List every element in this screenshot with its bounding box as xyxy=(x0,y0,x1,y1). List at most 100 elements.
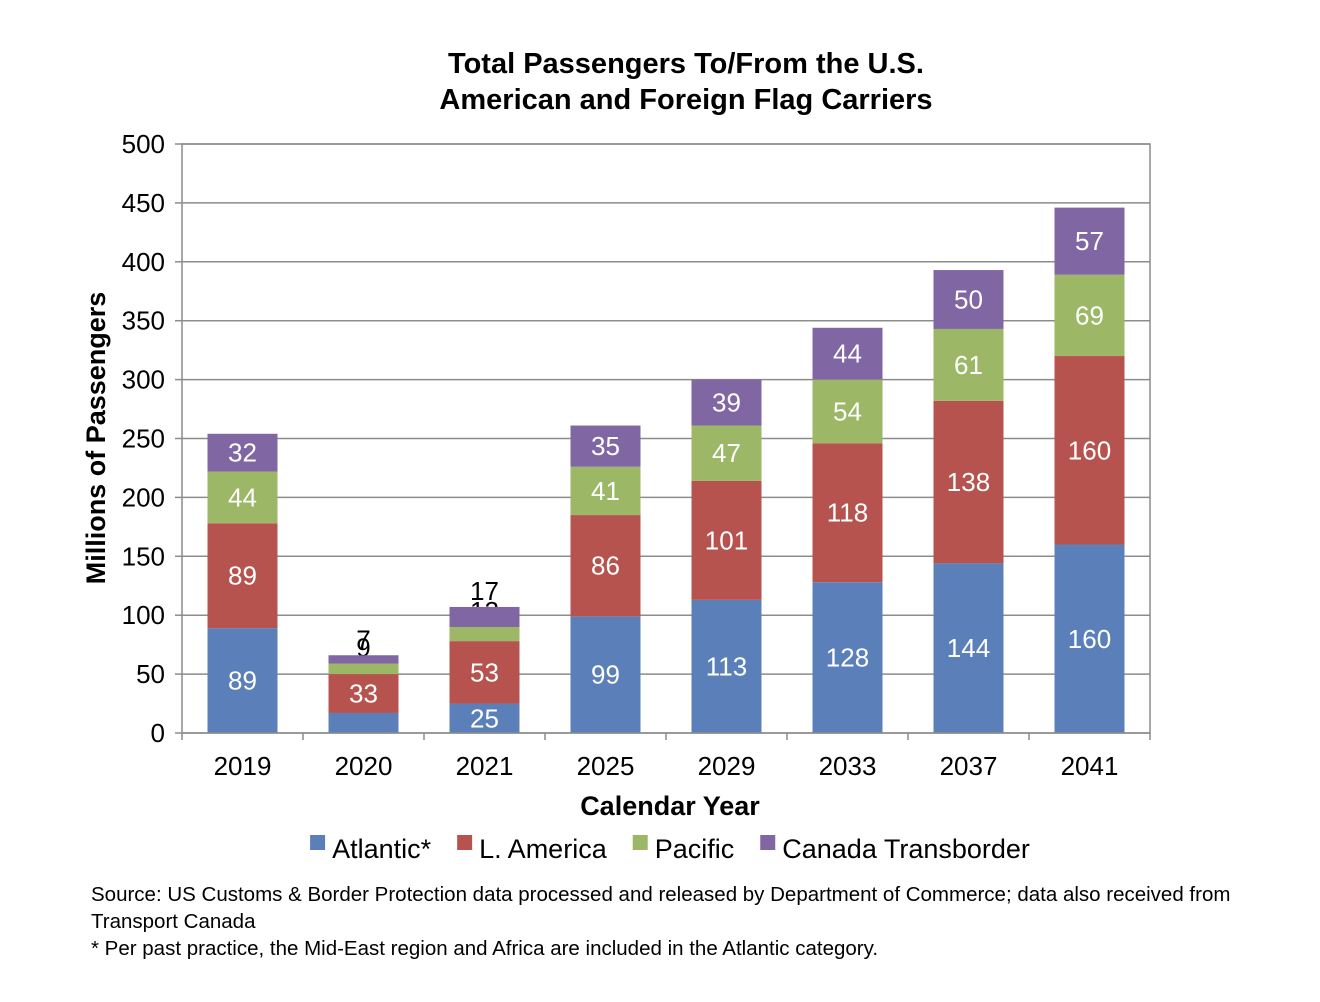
legend: Atlantic* L. America Pacific Canada Transbo… xyxy=(310,834,1030,864)
bar-segment xyxy=(691,599,762,733)
bars: 8989443217339725531217998641351131014739… xyxy=(207,207,1125,733)
bar-segment xyxy=(1054,544,1125,733)
y-tick-label: 500 xyxy=(122,129,165,159)
bar-segment xyxy=(812,582,883,733)
y-tick-label: 50 xyxy=(136,659,165,689)
bar-segment xyxy=(933,328,1004,401)
data-label: 86 xyxy=(591,551,620,581)
bar-segment xyxy=(328,674,399,713)
data-label: 160 xyxy=(1068,435,1111,465)
data-label: 7 xyxy=(356,624,370,654)
data-label: 160 xyxy=(1068,624,1111,654)
bar-segment xyxy=(570,466,641,516)
y-tick-label: 0 xyxy=(151,718,165,748)
bar-segment xyxy=(207,471,278,524)
data-label: 44 xyxy=(833,339,862,369)
bar-segment xyxy=(812,379,883,444)
data-label: 47 xyxy=(712,438,741,468)
x-tick-label: 2019 xyxy=(214,751,272,781)
y-tick-label: 250 xyxy=(122,424,165,454)
bar-segment xyxy=(449,626,520,642)
x-tick-label: 2041 xyxy=(1061,751,1119,781)
data-label: 32 xyxy=(228,438,257,468)
legend-swatch xyxy=(760,835,776,850)
bar-segment xyxy=(570,515,641,617)
data-label: 89 xyxy=(228,666,257,696)
bar-segment xyxy=(1054,356,1125,545)
bar-segment xyxy=(449,606,520,627)
data-label: 41 xyxy=(591,476,620,506)
gridlines xyxy=(181,143,1151,734)
bar-segment xyxy=(1054,207,1125,275)
legend-swatch xyxy=(632,835,648,850)
legend-item: L. America xyxy=(457,834,608,864)
data-label: 118 xyxy=(827,498,868,528)
bar-segment xyxy=(933,270,1004,329)
x-tick-label: 2037 xyxy=(940,751,998,781)
category-note: * Per past practice, the Mid-East region… xyxy=(91,937,879,960)
y-tick-label: 100 xyxy=(122,600,165,630)
data-label: 61 xyxy=(954,350,983,380)
x-axis-title: Calendar Year xyxy=(580,791,760,821)
bar-segment xyxy=(933,400,1004,564)
bar-segment xyxy=(1054,274,1125,357)
legend-label: Atlantic* xyxy=(332,834,432,864)
x-tick-label: 2020 xyxy=(335,751,393,781)
x-tick-label: 2021 xyxy=(456,751,514,781)
y-tick-label: 400 xyxy=(122,247,165,277)
y-axis-title: Millions of Passengers xyxy=(81,292,111,585)
data-label: 17 xyxy=(470,576,499,606)
legend-label: Pacific xyxy=(655,834,735,864)
data-label: 99 xyxy=(591,660,620,690)
legend-swatch xyxy=(457,835,473,850)
data-label: 144 xyxy=(947,633,990,663)
y-tick-label: 200 xyxy=(122,482,165,512)
legend-item: Pacific xyxy=(632,834,735,864)
data-label: 101 xyxy=(705,525,748,555)
legend-label: L. America xyxy=(479,834,608,864)
data-label: 69 xyxy=(1075,300,1104,330)
bar-segment xyxy=(570,616,641,733)
chart-title-line-1: Total Passengers To/From the U.S. xyxy=(448,48,924,80)
bar-segment xyxy=(933,563,1004,733)
legend-label: Canada Transborder xyxy=(782,834,1030,864)
y-tick-label: 350 xyxy=(122,306,165,336)
data-label: 33 xyxy=(349,679,378,709)
bar-segment xyxy=(570,425,641,467)
axes: 0 50 100 150 200 250 300 350 400 450 500 2019 2020 20… xyxy=(122,129,1151,781)
data-label: 44 xyxy=(228,482,257,512)
data-label: 54 xyxy=(833,396,862,426)
x-tick-label: 2033 xyxy=(819,751,877,781)
bar-segment xyxy=(691,425,762,481)
x-tick-label: 2025 xyxy=(577,751,635,781)
data-label: 113 xyxy=(706,651,747,681)
bar-segment xyxy=(328,712,399,733)
y-tick-label: 450 xyxy=(122,188,165,218)
bar-segment xyxy=(812,327,883,380)
y-tick-label: 150 xyxy=(122,541,165,571)
bar-segment xyxy=(328,663,399,675)
legend-swatch xyxy=(310,835,326,850)
bar-segment xyxy=(328,655,399,664)
bar-segment xyxy=(449,641,520,704)
data-label: 50 xyxy=(954,284,983,314)
data-label: 39 xyxy=(712,388,741,418)
legend-item: Canada Transborder xyxy=(760,834,1030,864)
data-label: 9 xyxy=(356,632,370,662)
data-label: 128 xyxy=(826,643,869,673)
bar-segment xyxy=(691,480,762,600)
y-tick-label: 300 xyxy=(122,365,165,395)
data-label: 89 xyxy=(228,561,257,591)
bar-segment xyxy=(207,433,278,472)
data-label: 138 xyxy=(947,467,990,497)
stacked-bar-chart: Total Passengers To/From the U.S. Americ… xyxy=(81,48,1151,864)
legend-item: Atlantic* xyxy=(310,834,432,864)
bar-segment xyxy=(207,628,278,733)
bar-segment xyxy=(449,703,520,733)
bar-segment xyxy=(812,443,883,583)
data-label: 53 xyxy=(470,657,499,687)
data-label: 25 xyxy=(470,703,499,733)
bar-segment xyxy=(691,379,762,426)
bar-segment xyxy=(207,523,278,629)
data-label: 35 xyxy=(591,431,620,461)
